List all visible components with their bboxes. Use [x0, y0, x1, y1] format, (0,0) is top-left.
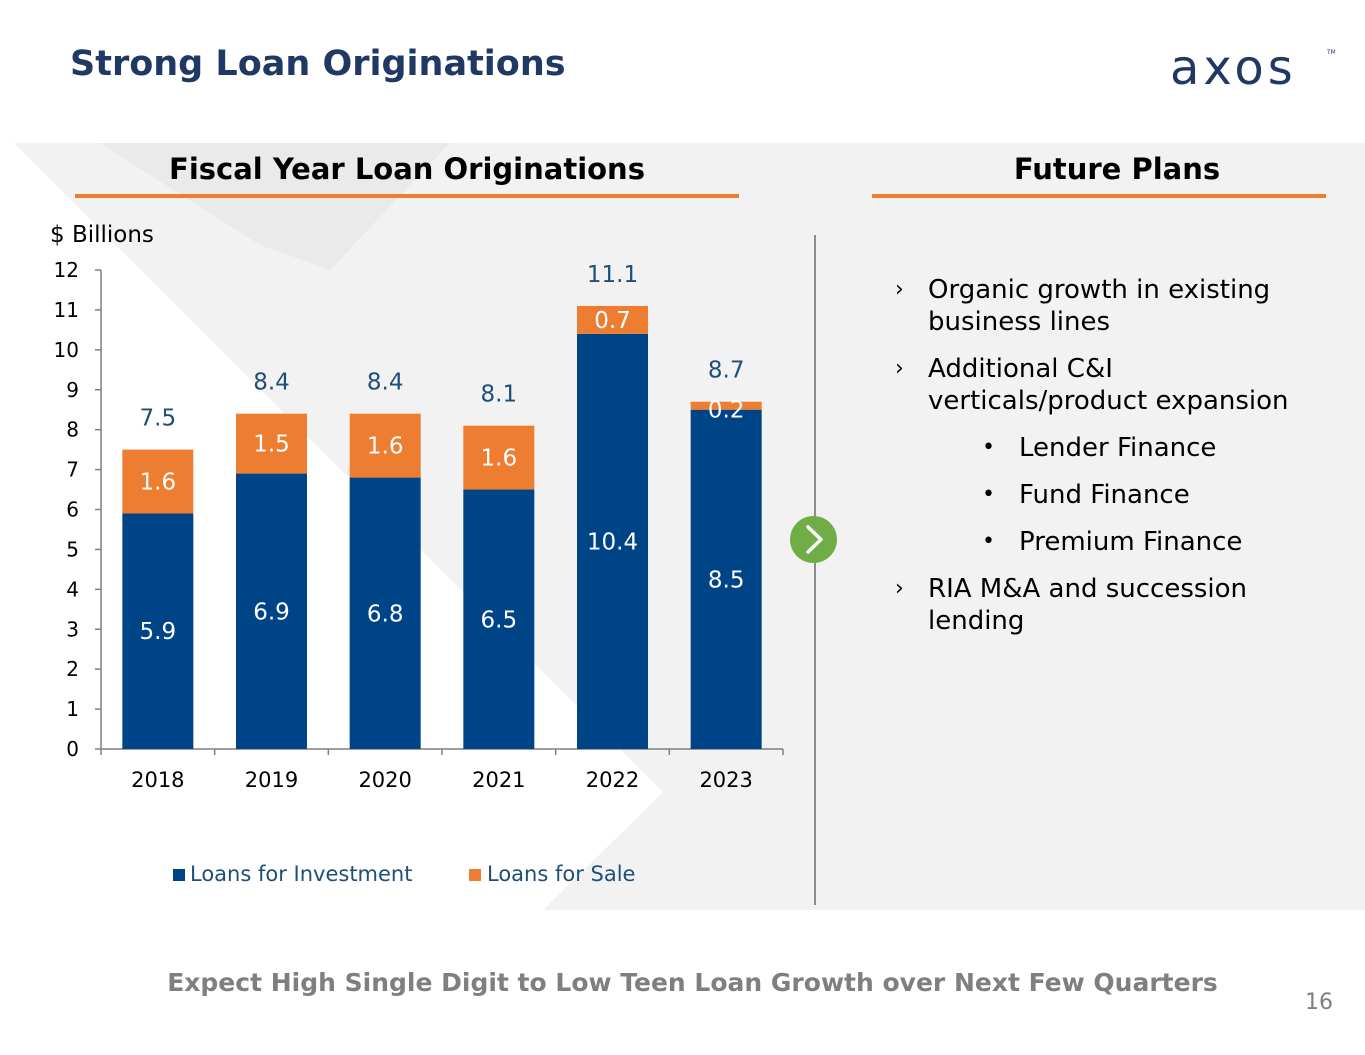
- tagline: Expect High Single Digit to Low Teen Loa…: [167, 968, 1218, 997]
- chevron-bullet-icon: ›: [895, 277, 904, 302]
- y-tick-label: 9: [66, 378, 79, 402]
- data-label-total: 8.4: [367, 370, 404, 396]
- data-label-sale: 1.6: [481, 446, 518, 472]
- bar-loans-for-investment: [690, 409, 762, 749]
- legend-label-investment: Loans for Investment: [190, 862, 412, 886]
- y-tick-label: 3: [66, 617, 79, 641]
- bar-loans-for-sale: [577, 305, 648, 334]
- y-tick-label: 7: [66, 458, 79, 482]
- y-tick-label: 0: [66, 737, 79, 761]
- data-label-investment: 6.5: [481, 607, 518, 633]
- data-label-total: 8.1: [481, 382, 518, 408]
- legend-label-sale: Loans for Sale: [487, 862, 635, 886]
- y-tick-label: 4: [66, 577, 79, 601]
- plan-item-text: Additional C&I verticals/product expansi…: [928, 354, 1289, 416]
- x-tick-label: 2022: [586, 768, 639, 792]
- plan-subitem-fund-finance: • Fund Finance: [890, 479, 1330, 511]
- bar-loans-for-investment: [463, 489, 535, 749]
- axos-logo: axos TM: [1170, 42, 1335, 92]
- future-plans-title: Future Plans: [1013, 152, 1221, 186]
- bar-loans-for-sale: [690, 401, 762, 410]
- y-axis-label: $ Billions: [50, 222, 154, 248]
- y-tick-label: 11: [54, 298, 79, 322]
- svg-text:TM: TM: [1326, 49, 1335, 56]
- y-tick-label: 1: [66, 697, 79, 721]
- plan-subitem-text: Premium Finance: [1019, 527, 1243, 557]
- data-label-investment: 6.9: [253, 599, 290, 625]
- plan-item-ria-lending: › RIA M&A and succession lending: [890, 573, 1330, 637]
- svg-text:axos: axos: [1170, 42, 1297, 92]
- data-label-sale: 0.7: [594, 308, 631, 334]
- bar-loans-for-sale: [349, 413, 421, 478]
- plan-item-organic-growth: › Organic growth in existing business li…: [890, 274, 1330, 338]
- data-label-investment: 10.4: [587, 529, 638, 555]
- bar-loans-for-sale: [463, 425, 535, 490]
- x-tick-label: 2018: [131, 768, 184, 792]
- y-tick-label: 12: [54, 258, 79, 282]
- data-label-total: 8.7: [708, 358, 745, 384]
- data-label-total: 7.5: [140, 406, 177, 432]
- plan-subitem-premium-finance: • Premium Finance: [890, 526, 1330, 558]
- x-tick-label: 2021: [472, 768, 525, 792]
- dot-bullet-icon: •: [982, 529, 995, 554]
- bar-loans-for-sale: [236, 413, 307, 474]
- bar-loans-for-investment: [122, 513, 194, 749]
- chart-section-rule: [75, 194, 739, 198]
- plan-item-text: RIA M&A and succession lending: [928, 574, 1248, 636]
- slide-title: Strong Loan Originations: [70, 44, 566, 84]
- y-tick-label: 8: [66, 418, 79, 442]
- plan-subitem-text: Lender Finance: [1019, 433, 1217, 463]
- arrow-right-icon: [790, 516, 837, 563]
- data-label-total: 11.1: [587, 262, 638, 288]
- bar-loans-for-investment: [577, 333, 648, 749]
- data-label-sale: 0.2: [708, 398, 745, 424]
- bar-loans-for-sale: [122, 449, 194, 514]
- loan-originations-chart: $ Billions01234567891011125.91.67.520186…: [50, 222, 784, 886]
- plan-subitem-lender-finance: • Lender Finance: [890, 432, 1330, 464]
- bar-loans-for-investment: [349, 477, 421, 749]
- plan-item-ci-verticals: › Additional C&I verticals/product expan…: [890, 353, 1330, 417]
- legend-swatch-sale: [469, 869, 481, 881]
- data-label-investment: 5.9: [140, 619, 177, 645]
- data-label-sale: 1.5: [253, 432, 290, 458]
- data-label-total: 8.4: [253, 370, 290, 396]
- data-label-investment: 6.8: [367, 601, 404, 627]
- y-tick-label: 2: [66, 657, 79, 681]
- chart-section-title: Fiscal Year Loan Originations: [169, 152, 645, 186]
- dot-bullet-icon: •: [982, 435, 995, 460]
- y-tick-label: 6: [66, 498, 79, 522]
- x-tick-label: 2023: [699, 768, 752, 792]
- legend-swatch-investment: [173, 869, 185, 881]
- future-plans-list: › Organic growth in existing business li…: [890, 274, 1330, 652]
- data-label-sale: 1.6: [140, 470, 177, 496]
- x-tick-label: 2019: [245, 768, 298, 792]
- chevron-bullet-icon: ›: [895, 356, 904, 381]
- data-label-sale: 1.6: [367, 434, 404, 460]
- dot-bullet-icon: •: [982, 482, 995, 507]
- chevron-bullet-icon: ›: [895, 576, 904, 601]
- plan-item-text: Organic growth in existing business line…: [928, 275, 1271, 337]
- y-tick-label: 5: [66, 537, 79, 561]
- section-divider: [814, 235, 816, 905]
- bar-loans-for-investment: [236, 473, 307, 749]
- x-tick-label: 2020: [358, 768, 411, 792]
- page-number: 16: [1305, 990, 1333, 1015]
- plan-subitem-text: Fund Finance: [1019, 480, 1190, 510]
- y-tick-label: 10: [54, 338, 79, 362]
- data-label-investment: 8.5: [708, 567, 745, 593]
- future-plans-rule: [872, 194, 1326, 198]
